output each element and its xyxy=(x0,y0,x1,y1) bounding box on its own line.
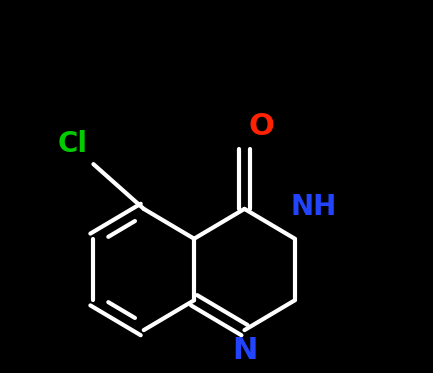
Text: NH: NH xyxy=(291,193,336,221)
Text: N: N xyxy=(232,336,257,365)
Text: O: O xyxy=(248,112,274,141)
Text: Cl: Cl xyxy=(58,129,88,158)
